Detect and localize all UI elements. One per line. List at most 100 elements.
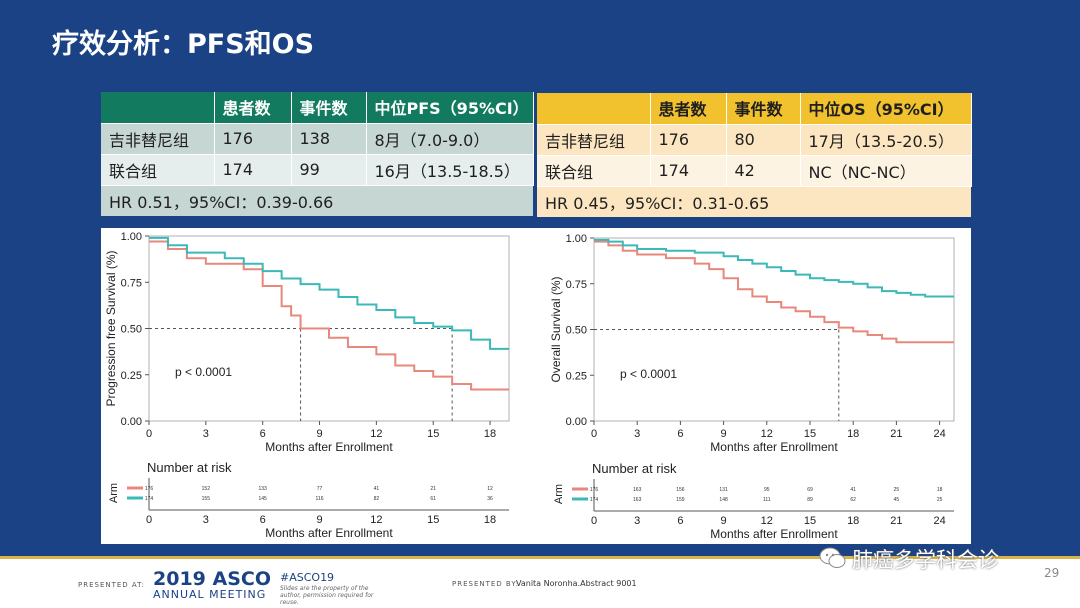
watermark-text: 肺癌多学科会诊 (852, 548, 999, 572)
risk-x-tick-label: 15 (804, 515, 816, 527)
os-header-cell (537, 93, 651, 124)
os-cell: 174 (650, 154, 727, 186)
os-table-header-row: 患者数 事件数 中位OS（95%CI） (537, 93, 972, 124)
pfs-header-cell: 患者数 (214, 92, 292, 123)
x-tick-label: 15 (427, 428, 439, 440)
os-cell: 80 (726, 123, 801, 155)
risk-table-title: Number at risk (147, 460, 232, 475)
x-tick-label: 9 (316, 428, 322, 440)
risk-count: 145 (259, 496, 268, 502)
y-tick-label: 0.00 (566, 416, 587, 428)
risk-table-axis-label: Arm (108, 483, 120, 503)
os-header-cell: 中位OS（95%CI） (800, 93, 972, 124)
risk-count: 133 (259, 486, 268, 492)
risk-count: 174 (145, 496, 154, 502)
os-table-row: 联合组 174 42 NC（NC-NC） (537, 154, 972, 186)
os-table-row: 吉非替尼组 176 80 17月（13.5-20.5） (537, 123, 972, 155)
risk-count: 82 (374, 496, 380, 502)
os-header-cell: 事件数 (726, 93, 801, 124)
y-axis-label: Progression free Survival (%) (104, 250, 118, 406)
os-cell: 联合组 (537, 154, 651, 186)
presented-by-label: PRESENTED BY: (452, 580, 520, 588)
y-tick-label: 0.25 (121, 370, 142, 382)
risk-x-tick-label: 12 (370, 514, 382, 526)
y-tick-label: 0.75 (121, 277, 142, 289)
asco-logo-subtitle: ANNUAL MEETING (153, 588, 267, 601)
x-axis-label: Months after Enrollment (710, 440, 838, 454)
risk-count: 25 (894, 487, 900, 493)
risk-count: 131 (719, 487, 728, 493)
risk-count: 41 (850, 487, 856, 493)
x-tick-label: 3 (634, 428, 640, 440)
pfs-cell: 174 (214, 153, 292, 185)
risk-count: 152 (202, 486, 211, 492)
risk-x-tick-label: 3 (634, 515, 640, 527)
risk-x-tick-label: 15 (427, 514, 439, 526)
pfs-header-cell (101, 92, 215, 123)
x-axis-label: Months after Enrollment (265, 440, 393, 454)
risk-x-tick-label: 6 (677, 515, 683, 527)
pfs-cell: 99 (291, 153, 367, 185)
os-header-cell: 患者数 (650, 93, 727, 124)
y-tick-label: 1.00 (121, 231, 142, 243)
pfs-cell: 16月（13.5-18.5） (366, 153, 534, 185)
gold-divider (0, 556, 1080, 559)
x-tick-label: 15 (804, 428, 816, 440)
pfs-table-row: 吉非替尼组 176 138 8月（7.0-9.0） (101, 122, 534, 154)
gefitinib-curve (594, 240, 954, 344)
y-axis-label: Overall Survival (%) (549, 276, 563, 382)
risk-count: 62 (850, 497, 856, 503)
risk-table-axis-label: Arm (553, 484, 565, 504)
risk-count: 148 (719, 497, 728, 503)
x-tick-label: 12 (370, 428, 382, 440)
y-tick-label: 0.25 (566, 370, 587, 382)
risk-count: 95 (764, 487, 770, 493)
risk-count: 12 (487, 486, 493, 492)
x-tick-label: 18 (484, 428, 496, 440)
os-cell: 176 (650, 123, 727, 155)
y-tick-label: 0.50 (566, 325, 587, 337)
risk-x-axis-label: Months after Enrollment (710, 527, 838, 541)
os-hazard-ratio: HR 0.45，95%CI：0.31-0.65 (537, 185, 971, 217)
risk-count: 21 (430, 486, 436, 492)
pfs-cell: 176 (214, 122, 292, 154)
risk-x-axis-label: Months after Enrollment (265, 526, 393, 540)
risk-x-tick-label: 9 (721, 515, 727, 527)
asco-logo-year: 2019 ASCO (153, 568, 271, 590)
x-tick-label: 6 (260, 428, 266, 440)
risk-x-tick-label: 12 (761, 515, 773, 527)
x-tick-label: 0 (146, 428, 152, 440)
pfs-cell: 138 (291, 122, 367, 154)
risk-count: 69 (807, 487, 813, 493)
pfs-cell: 8月（7.0-9.0） (366, 122, 534, 154)
pfs-table-header-row: 患者数 事件数 中位PFS（95%CI） (101, 92, 534, 123)
pfs-hazard-ratio: HR 0.51，95%CI：0.39-0.66 (101, 184, 533, 216)
os-table: 患者数 事件数 中位OS（95%CI） 吉非替尼组 176 80 17月（13.… (537, 93, 972, 217)
x-tick-label: 12 (761, 428, 773, 440)
os-cell: 17月（13.5-20.5） (800, 123, 972, 155)
pfs-hr-row: HR 0.51，95%CI：0.39-0.66 (101, 184, 533, 216)
y-tick-label: 0.50 (121, 324, 142, 336)
risk-x-tick-label: 18 (484, 514, 496, 526)
y-tick-label: 0.00 (121, 416, 142, 428)
risk-count: 45 (894, 497, 900, 503)
presented-at-label: PRESENTED AT: (78, 581, 146, 589)
risk-count: 116 (316, 496, 324, 502)
p-value-annotation: p < 0.0001 (620, 367, 677, 381)
risk-x-tick-label: 9 (316, 514, 322, 526)
x-tick-label: 21 (890, 428, 902, 440)
os-cell: 吉非替尼组 (537, 123, 651, 155)
risk-x-tick-label: 0 (591, 515, 597, 527)
risk-count: 77 (317, 486, 323, 492)
risk-count: 176 (590, 487, 599, 493)
risk-count: 163 (633, 497, 642, 503)
risk-count: 174 (590, 497, 599, 503)
risk-x-tick-label: 3 (203, 514, 209, 526)
pfs-cell: 联合组 (101, 153, 215, 185)
pfs-header-cell: 中位PFS（95%CI） (366, 92, 534, 123)
risk-count: 156 (676, 487, 685, 493)
risk-table-title: Number at risk (592, 461, 677, 476)
x-tick-label: 0 (591, 428, 597, 440)
gefitinib-curve (149, 240, 509, 391)
